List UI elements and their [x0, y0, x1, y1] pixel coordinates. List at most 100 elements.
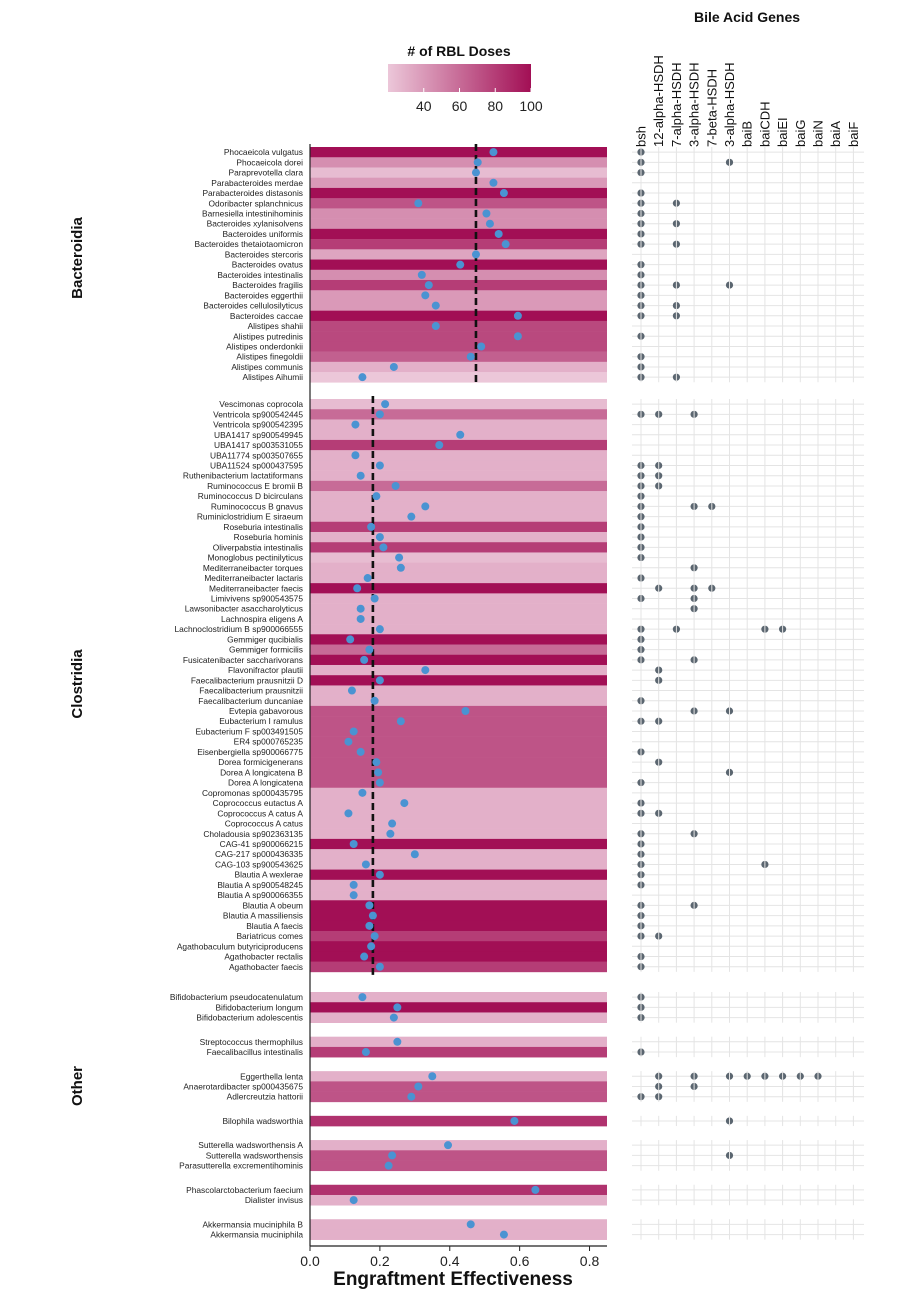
dose-band	[310, 930, 607, 942]
dose-band	[310, 310, 607, 322]
dose-band	[310, 685, 607, 696]
engraftment-point	[421, 502, 430, 511]
species-label: Vescimonas coprocola	[219, 399, 303, 409]
species-label: Bacteroides intestinalis	[217, 270, 303, 280]
dose-band	[310, 562, 607, 574]
engraftment-point	[356, 747, 365, 756]
engraftment-point	[365, 645, 374, 654]
legend-tick-label: 100	[519, 98, 543, 114]
dose-band	[310, 470, 607, 482]
dose-band	[310, 279, 607, 291]
engraftment-point	[501, 240, 510, 249]
gene-header: baiN	[811, 120, 826, 147]
dose-legend-ticks: 40 60 80 100	[416, 88, 543, 114]
engraftment-point	[461, 707, 470, 716]
engraftment-point	[349, 727, 358, 736]
legend-tick-label: 40	[416, 98, 432, 114]
engraftment-point	[356, 614, 365, 623]
genes-title: Bile Acid Genes	[694, 9, 800, 25]
dose-band	[310, 1036, 607, 1048]
engraftment-point	[428, 1072, 437, 1081]
engraftment-point	[375, 778, 384, 787]
dose-band	[310, 1071, 607, 1082]
engraftment-point	[400, 799, 409, 808]
gene-header: baiCDH	[757, 101, 772, 147]
species-label: Agathobacter faecis	[229, 962, 303, 972]
engraftment-point	[375, 676, 384, 685]
engraftment-point	[372, 492, 381, 501]
gene-header: 3-alpha-HSDH	[687, 62, 702, 147]
legend-tick-label: 80	[487, 98, 503, 114]
dose-band	[310, 290, 607, 301]
species-label: Blautia A obeum	[242, 900, 303, 910]
dose-legend-colorbar	[388, 64, 531, 92]
dose-band	[310, 331, 607, 342]
dose-band	[310, 167, 607, 178]
dose-band	[310, 675, 607, 686]
species-label: Flavonifractor plautii	[228, 665, 303, 675]
dose-band	[310, 808, 607, 819]
engraftment-point	[370, 696, 379, 705]
x-tick-label: 0.6	[510, 1253, 530, 1269]
dose-band	[310, 1229, 607, 1240]
dose-band	[310, 1150, 607, 1161]
species-label: Lachnospira eligens A	[221, 614, 303, 624]
dose-band	[310, 399, 607, 410]
engraftment-point	[494, 229, 503, 238]
engraftment-point	[375, 461, 384, 470]
dose-band	[310, 603, 607, 615]
species-label: Bacteroides eggerthii	[224, 290, 303, 300]
group-label: Other	[69, 1066, 86, 1106]
engraftment-point	[396, 717, 405, 726]
dose-band	[310, 879, 607, 891]
species-label: Bacteroides thetaiotaomicron	[195, 239, 304, 249]
dose-band	[310, 198, 607, 209]
species-label: Sutterella wadsworthensis	[206, 1150, 303, 1160]
x-tick-label: 0.2	[370, 1253, 390, 1269]
dose-band	[310, 992, 607, 1003]
dose-band	[310, 511, 607, 523]
dose-band	[310, 460, 607, 471]
engraftment-point	[473, 158, 482, 167]
dose-band	[310, 1002, 607, 1013]
engraftment-point	[407, 1092, 416, 1101]
dose-band	[310, 757, 607, 768]
engraftment-point	[513, 311, 522, 320]
species-label: Anaerotardibacter sp000435675	[183, 1081, 303, 1091]
species-label: Adlercreutzia hattorii	[227, 1092, 303, 1102]
engraftment-point	[360, 952, 369, 961]
engraftment-point	[421, 666, 430, 675]
dose-band	[310, 341, 607, 352]
species-label: Blautia A wexlerae	[235, 870, 304, 880]
species-label: Coprococcus A catus A	[217, 808, 303, 818]
dose-band	[310, 593, 607, 604]
dose-band	[310, 818, 607, 829]
species-label: Agathobaculum butyriciproducens	[177, 941, 303, 951]
species-label: Faecalibacterium prausnitzii D	[191, 675, 303, 685]
species-label: Copromonas sp000435795	[202, 788, 303, 798]
species-label: Bacteroides ovatus	[232, 260, 303, 270]
engraftment-point	[375, 625, 384, 634]
engraftment-point	[360, 655, 369, 664]
x-axis-title: Engraftment Effectiveness	[333, 1269, 573, 1290]
engraftment-point	[466, 352, 475, 361]
engraftment-point	[372, 758, 381, 767]
dose-band	[310, 439, 607, 451]
dose-band	[310, 941, 607, 952]
dose-band	[310, 910, 607, 922]
species-label: Alistipes communis	[231, 362, 303, 372]
engraftment-point	[489, 148, 498, 157]
dose-band	[310, 419, 607, 430]
engraftment-point	[421, 291, 430, 300]
engraftment-point	[358, 993, 367, 1002]
species-label: Parasutterella excrementihominis	[179, 1161, 303, 1171]
species-label: Bilophila wadsworthia	[222, 1116, 303, 1126]
dose-band	[310, 726, 607, 737]
engraftment-point	[388, 819, 397, 828]
engraftment-point	[351, 420, 360, 429]
dose-band	[310, 705, 607, 717]
species-label: Coprococcus eutactus A	[213, 798, 304, 808]
dose-band	[310, 951, 607, 962]
species-label: Alistipes finegoldii	[236, 352, 303, 362]
